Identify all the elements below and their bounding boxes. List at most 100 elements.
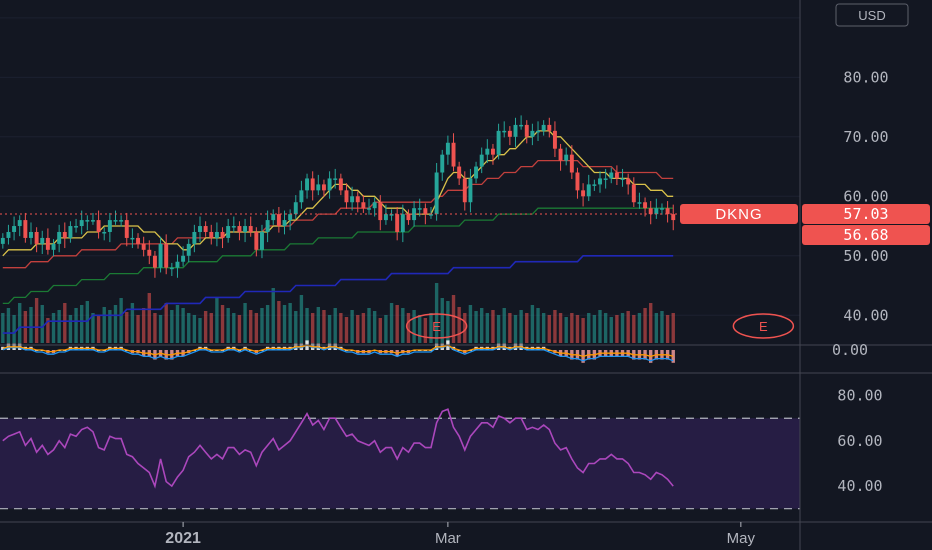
macd-signal-line	[2, 344, 674, 358]
volume-bar	[406, 313, 411, 343]
candle-body	[299, 190, 304, 203]
candle-body	[181, 255, 186, 262]
volume-bar	[327, 315, 332, 343]
volume-bar	[226, 308, 230, 343]
volume-bar	[288, 303, 292, 343]
candle-body	[468, 178, 473, 203]
earnings-circle	[732, 313, 795, 339]
candle-body	[23, 220, 28, 238]
volume-bar	[525, 313, 529, 343]
volume-bar	[587, 313, 591, 343]
price-axis[interactable]: 90.0080.0070.0060.0050.0040.000.0080.006…	[832, 9, 889, 495]
last-price-tag-bg	[802, 203, 930, 224]
candle-body	[564, 154, 569, 161]
candle-body	[400, 214, 405, 232]
candle-body	[440, 154, 445, 173]
candle-body	[654, 208, 659, 215]
candlesticks	[0, 115, 676, 278]
candle-body	[141, 243, 146, 250]
candle-body	[524, 124, 529, 137]
macd-bar	[671, 350, 675, 363]
volume-bar	[136, 315, 140, 343]
volume-bar	[660, 311, 664, 343]
volume-bar	[29, 307, 33, 343]
prev-price-value: 56.68	[843, 226, 888, 244]
volume-bar	[170, 310, 174, 343]
candle-body	[592, 184, 597, 186]
volume-bar	[530, 305, 535, 343]
candle-body	[96, 220, 101, 232]
volume-bar	[158, 315, 163, 343]
candle-body	[333, 178, 338, 180]
volume-bar	[457, 307, 461, 343]
volume-bar	[220, 305, 225, 343]
volume-bar	[141, 308, 146, 343]
rsi-line	[2, 408, 674, 489]
candle-body	[445, 142, 450, 155]
volume-bar	[254, 313, 259, 343]
volume-bar	[575, 315, 580, 343]
volume-bar	[187, 313, 191, 343]
candle-body	[305, 178, 310, 191]
volume-bar	[423, 318, 428, 343]
candle-body	[40, 237, 45, 244]
candle-body	[412, 208, 417, 221]
volume-bar	[243, 303, 247, 343]
candle-body	[620, 178, 625, 180]
candle-body	[147, 249, 152, 256]
currency-button[interactable]: USD	[835, 3, 909, 27]
prev-price-tag: 56.68	[802, 224, 930, 245]
rsi-polyline	[2, 408, 674, 489]
candle-body	[254, 231, 259, 250]
candle-body	[626, 178, 631, 185]
candle-body	[665, 208, 670, 215]
volume-bar	[632, 315, 636, 343]
volume-bar	[237, 315, 242, 343]
volume-bar	[401, 308, 405, 343]
candle-body	[276, 214, 281, 227]
volume-bar	[665, 315, 670, 343]
time-axis[interactable]: 2021 Mar May	[165, 522, 756, 547]
candle-body	[507, 130, 512, 137]
time-tick-label: Mar	[435, 530, 461, 547]
earnings-label: E	[759, 319, 768, 334]
volume-bar	[192, 315, 197, 343]
candle-body	[12, 226, 17, 232]
volume-bar	[643, 308, 647, 343]
volume-bar	[344, 317, 349, 343]
candle-body	[660, 208, 664, 210]
volume-bar	[372, 311, 377, 343]
candle-body	[581, 190, 586, 197]
volume-bar	[164, 303, 168, 343]
volume-bar	[96, 316, 101, 343]
volume-bar	[265, 305, 270, 343]
price-tags: DKNG 57.03 56.68	[680, 203, 930, 245]
macd-histogram	[1, 340, 675, 363]
volume-bar	[418, 315, 422, 343]
prev-price-tag-bg	[802, 224, 930, 245]
candle-body	[119, 220, 124, 222]
candle-body	[350, 196, 355, 203]
ticker-symbol: DKNG	[715, 206, 762, 223]
candle-body	[169, 267, 174, 270]
candle-body	[406, 214, 411, 221]
candle-body	[158, 243, 163, 268]
candle-body	[344, 190, 349, 203]
candle-body	[536, 130, 540, 133]
earnings-marker[interactable]: E	[405, 313, 468, 339]
candle-body	[490, 148, 495, 155]
candle-body	[519, 124, 524, 127]
last-price-value: 57.03	[843, 205, 888, 223]
volume-bar	[130, 303, 135, 343]
volume-bar	[620, 313, 625, 343]
candle-body	[361, 202, 366, 209]
volume-bar	[654, 313, 659, 343]
volume-bar	[485, 313, 490, 343]
volume-bar	[175, 305, 180, 343]
candle-body	[462, 178, 467, 203]
candle-body	[310, 178, 315, 191]
earnings-marker[interactable]: E	[732, 313, 795, 339]
